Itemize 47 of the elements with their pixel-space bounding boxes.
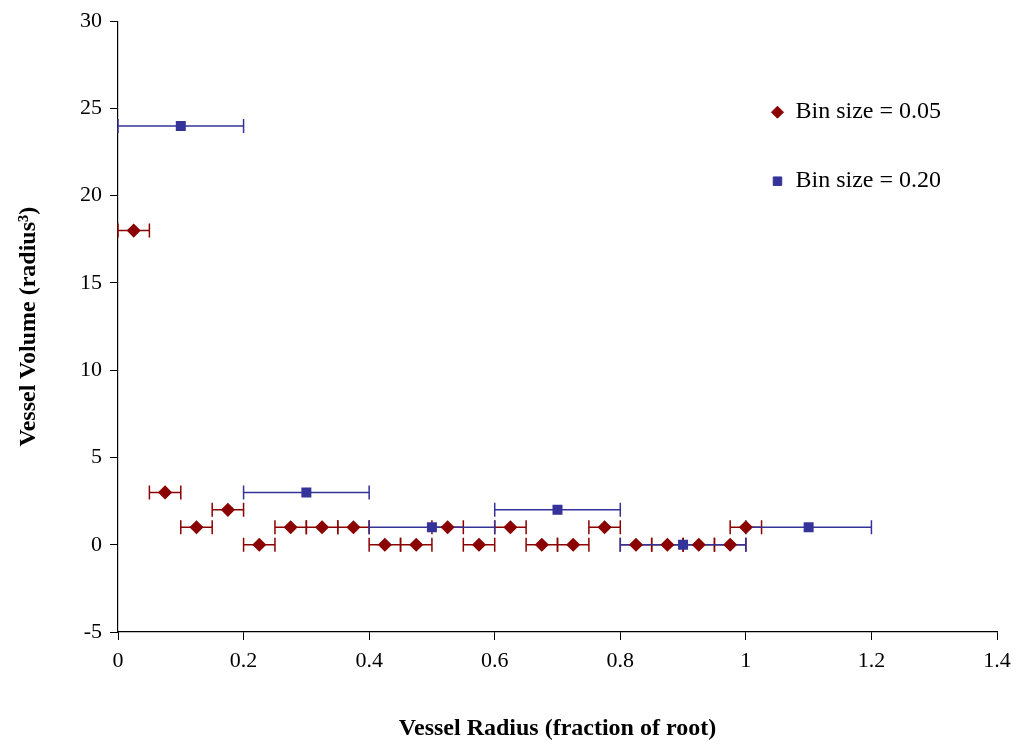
- point: [252, 537, 267, 552]
- x-tick-label: 0.2: [229, 646, 258, 672]
- point: [221, 503, 235, 517]
- point: [678, 539, 689, 550]
- point: [158, 485, 172, 500]
- x-tick-label: 1: [740, 646, 752, 672]
- y-tick-label: 0: [91, 530, 102, 556]
- point: [566, 537, 580, 552]
- y-tick-label: 25: [80, 94, 102, 120]
- point: [629, 537, 643, 552]
- x-axis-title: Vessel Radius (fraction of root): [398, 713, 717, 740]
- point: [283, 520, 298, 535]
- point: [692, 537, 706, 552]
- point: [552, 504, 563, 515]
- y-axis-title: Vessel Volume (radius³): [13, 206, 40, 447]
- y-tick-label: 10: [80, 356, 102, 382]
- point: [315, 520, 329, 535]
- point: [301, 487, 312, 498]
- point: [503, 520, 518, 535]
- y-tick-label: -5: [83, 617, 102, 643]
- point: [378, 537, 392, 552]
- x-tick-label: 0: [112, 646, 124, 672]
- x-tick-label: 0.6: [480, 646, 509, 672]
- point: [803, 522, 814, 533]
- point: [126, 223, 141, 238]
- point: [426, 522, 437, 533]
- point: [440, 520, 455, 535]
- x-tick-label: 1.4: [983, 646, 1011, 672]
- point: [346, 520, 361, 535]
- x-tick-label: 0.4: [355, 646, 383, 672]
- point: [660, 537, 675, 552]
- point: [535, 537, 549, 552]
- y-tick-label: 15: [80, 268, 102, 294]
- legend-label: Bin size = 0.20: [795, 166, 942, 193]
- point: [597, 520, 612, 535]
- point: [472, 537, 486, 552]
- point: [723, 537, 737, 552]
- x-tick-label: 0.8: [606, 646, 635, 672]
- point: [189, 520, 204, 535]
- x-tick-label: 1.2: [857, 646, 886, 672]
- point: [739, 520, 753, 535]
- y-tick-label: 5: [91, 443, 102, 469]
- y-tick-label: 30: [80, 6, 102, 32]
- y-tick-label: 20: [80, 181, 102, 207]
- point: [409, 537, 423, 552]
- legend-label: Bin size = 0.05: [795, 97, 942, 124]
- point: [175, 120, 186, 131]
